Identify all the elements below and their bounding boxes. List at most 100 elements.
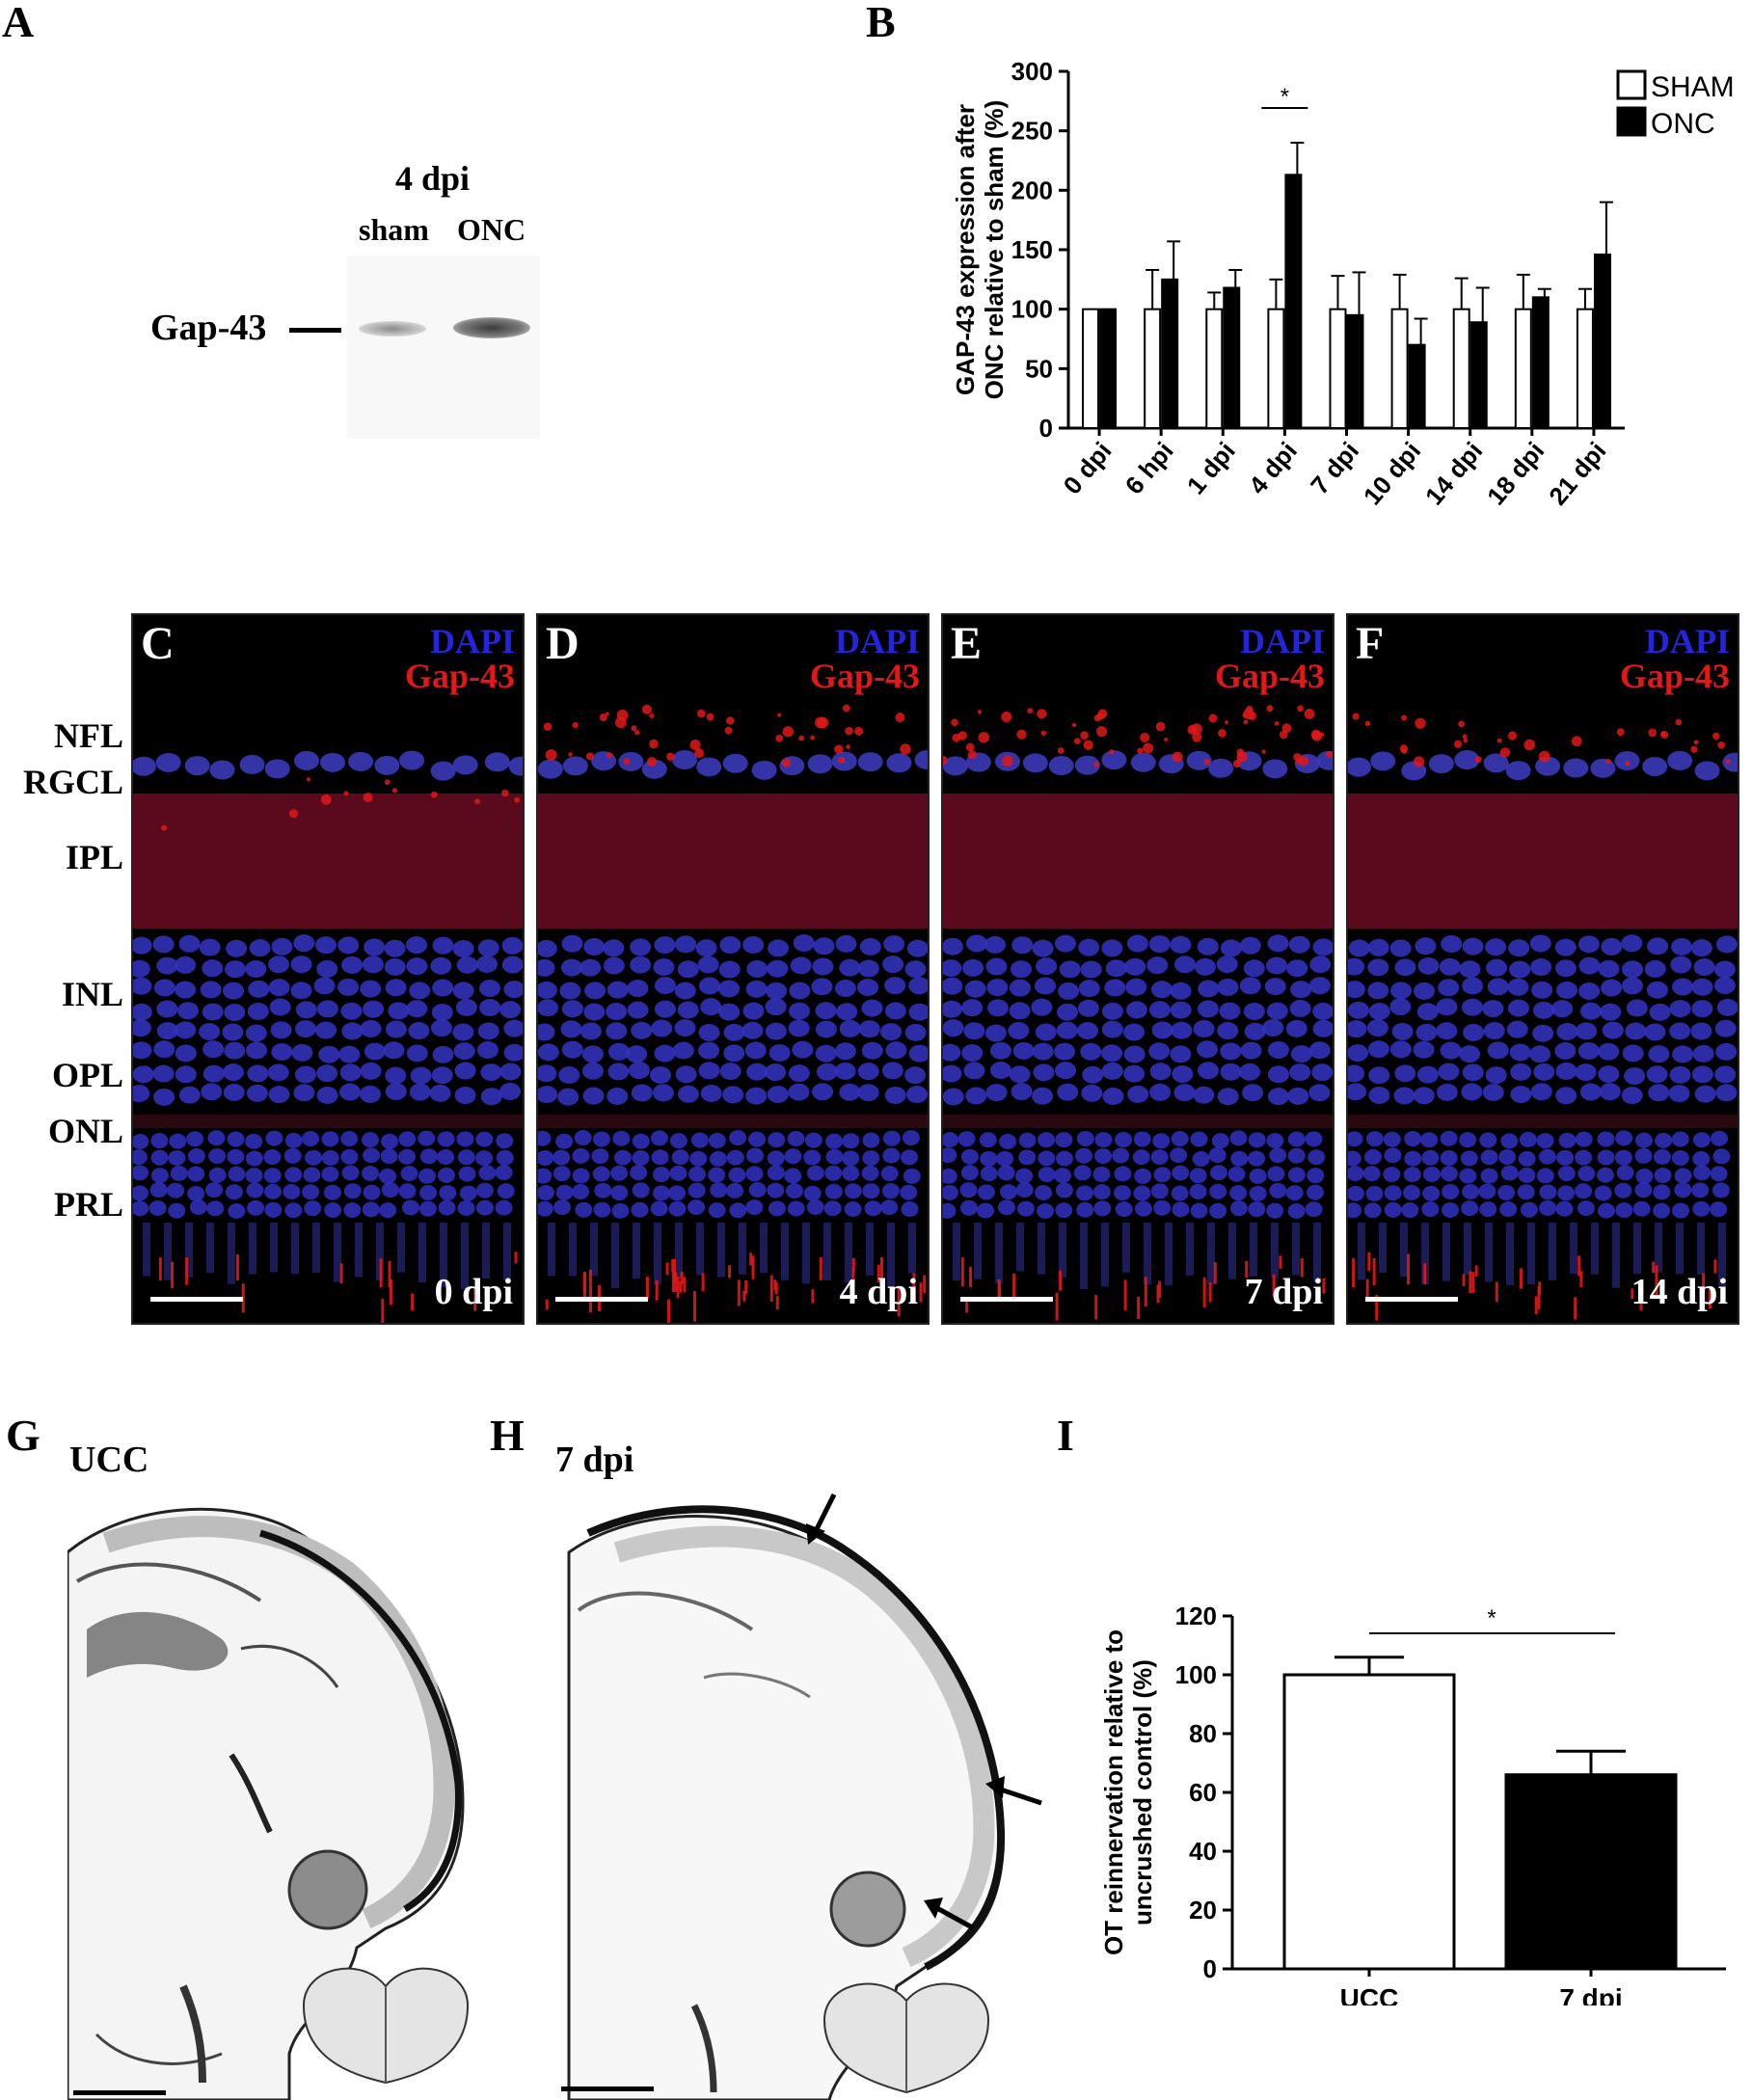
gap43-signal (655, 1279, 659, 1301)
inl-nucleus (175, 981, 197, 999)
legend-swatch-onc (1616, 106, 1647, 137)
onl-nucleus (475, 1131, 494, 1147)
onl-nucleus (1479, 1201, 1497, 1218)
western-blot-membrane (347, 256, 540, 439)
onl-nucleus (746, 1147, 765, 1164)
inl-nucleus (630, 938, 652, 956)
photoreceptor-segment (1400, 1223, 1408, 1278)
inl-nucleus (1487, 978, 1509, 996)
inl-nucleus (1243, 1002, 1265, 1020)
inl-nucleus (700, 998, 722, 1016)
micrograph-f: F DAPI Gap-43 14 dpi (1346, 613, 1739, 1325)
onl-nucleus (245, 1150, 263, 1167)
onl-nucleus (1655, 1132, 1673, 1148)
onl-nucleus (842, 1133, 860, 1149)
photoreceptor-segment (1697, 1223, 1705, 1275)
micrograph-d: D DAPI Gap-43 4 dpi (536, 613, 930, 1325)
inl-nucleus (156, 956, 178, 975)
inl-nucleus (1348, 1001, 1369, 1019)
onl-nucleus (687, 1166, 706, 1182)
inl-nucleus (581, 1045, 604, 1063)
onl-nucleus (1210, 1165, 1228, 1181)
inl-nucleus (1439, 957, 1461, 976)
retina-tissue-c (133, 750, 523, 1323)
onl-nucleus (361, 1132, 379, 1148)
inl-nucleus (1308, 1084, 1331, 1102)
onl-nucleus (1712, 1148, 1731, 1165)
bar-onc (1531, 296, 1550, 430)
inl-nucleus (1290, 1045, 1312, 1063)
inl-nucleus (501, 936, 523, 955)
inl-nucleus (406, 1044, 428, 1063)
onl-nucleus (710, 1182, 728, 1198)
inl-nucleus (223, 1063, 245, 1082)
channel-gap43-label: Gap-43 (1214, 657, 1325, 695)
onl-nucleus (1614, 1149, 1632, 1166)
onl-nucleus (1691, 1182, 1710, 1198)
inl-nucleus (560, 1020, 582, 1038)
photoreceptor-segment (1549, 1223, 1556, 1280)
gap43-signal (1274, 720, 1280, 726)
rgcl-nucleus (184, 756, 210, 776)
onl-nucleus (997, 1165, 1015, 1181)
onl-nucleus (187, 1185, 205, 1201)
gap43-signal (1625, 761, 1631, 767)
onl-nucleus (437, 1148, 455, 1165)
inl-nucleus (133, 1003, 152, 1021)
onl-nucleus (553, 1149, 571, 1166)
onl-nucleus (1133, 1131, 1151, 1147)
gap43-signal (1164, 737, 1169, 742)
gap43-signal (1401, 714, 1408, 721)
photoreceptor-segment (1038, 1223, 1045, 1275)
inl-nucleus (723, 1023, 745, 1041)
gap43-signal (1496, 738, 1502, 743)
inl-nucleus (943, 1043, 961, 1062)
inl-nucleus (1644, 1023, 1666, 1041)
photoreceptor-segment (760, 1223, 768, 1274)
panel-g-letter: G (6, 1411, 40, 1460)
onl-nucleus (1055, 1202, 1073, 1219)
onl-nucleus (555, 1133, 574, 1149)
x-tick-label: 21 dpi (1543, 437, 1611, 511)
onl-nucleus (246, 1182, 264, 1198)
inl-nucleus (133, 959, 150, 978)
onl-nucleus (1692, 1132, 1711, 1148)
gap43-signal (1520, 1268, 1523, 1289)
inl-nucleus (408, 1022, 430, 1040)
photoreceptor-segment (654, 1223, 661, 1285)
inl-nucleus (1462, 977, 1484, 995)
onl-nucleus (767, 1150, 785, 1167)
gap43-signal (1474, 1265, 1478, 1277)
onl-nucleus (1422, 1185, 1441, 1201)
onl-nucleus (1266, 1202, 1284, 1219)
inl-nucleus (582, 1062, 605, 1080)
inl-nucleus (271, 937, 293, 956)
gap43-signal (388, 1260, 391, 1288)
inl-nucleus (1486, 958, 1508, 977)
onl-nucleus (1190, 1131, 1208, 1147)
inl-nucleus (1690, 1022, 1712, 1040)
onl-nucleus (572, 1168, 590, 1184)
inl-nucleus (499, 1083, 522, 1101)
onl-nucleus (321, 1149, 339, 1166)
photoreceptor-segment (143, 1223, 150, 1277)
inl-nucleus (432, 1045, 454, 1063)
inl-nucleus (1239, 977, 1261, 995)
y-tick-label: 60 (1189, 1778, 1217, 1807)
gap43-signal (1523, 739, 1536, 751)
gap43-signal (1462, 1274, 1466, 1287)
blot-lane-sham-label: sham (359, 212, 429, 247)
onl-nucleus (207, 1130, 226, 1146)
inl-nucleus (1389, 939, 1412, 957)
onl-nucleus (1365, 1185, 1384, 1201)
inl-nucleus (815, 1002, 837, 1020)
opl-band (538, 1115, 928, 1128)
blot-timepoint-label: 4 dpi (395, 159, 471, 198)
onl-nucleus (862, 1132, 880, 1148)
inl-nucleus (429, 1084, 451, 1102)
timepoint-label: 0 dpi (434, 1272, 513, 1312)
gap43-signal (161, 824, 168, 831)
onl-nucleus (708, 1167, 726, 1183)
inl-nucleus (268, 956, 290, 974)
onl-nucleus (650, 1130, 668, 1146)
